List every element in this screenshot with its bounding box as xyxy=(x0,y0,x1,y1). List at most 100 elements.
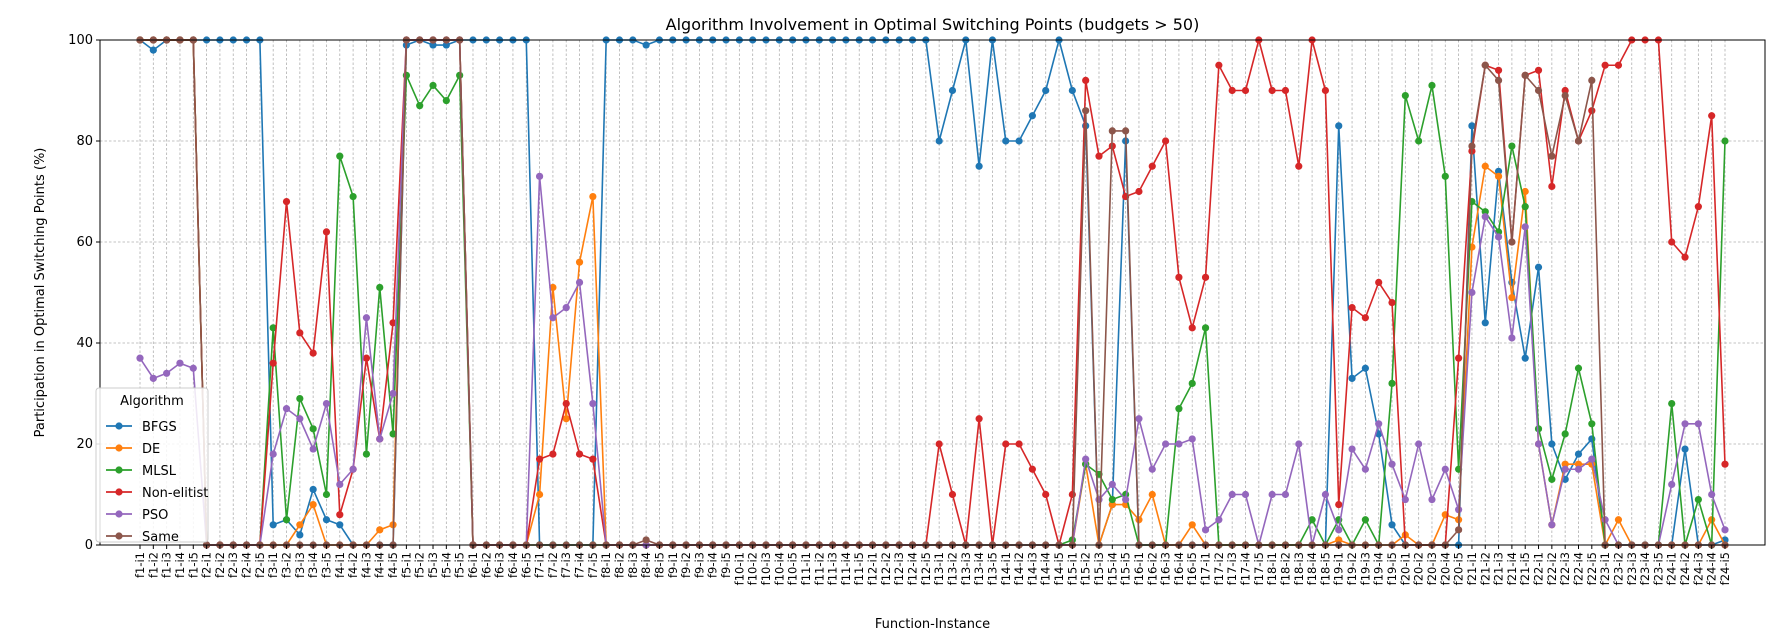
data-point-non-elitist xyxy=(1268,86,1276,95)
data-point-non-elitist xyxy=(1215,61,1223,69)
data-point-bfgs xyxy=(1042,86,1050,95)
data-point-de xyxy=(589,192,597,201)
y-tick-label: 100 xyxy=(68,33,93,48)
data-point-pso xyxy=(376,435,384,443)
data-point-pso xyxy=(1361,465,1369,473)
data-point-pso xyxy=(136,354,144,362)
data-point-de xyxy=(1335,536,1343,544)
x-tick-label: f8-i2 xyxy=(612,552,626,578)
y-tick-label: 60 xyxy=(76,235,93,250)
data-point-mlsl xyxy=(1188,379,1196,387)
x-tick-label: f7-i4 xyxy=(573,552,587,578)
x-tick-label: f19-i3 xyxy=(1358,552,1372,585)
x-tick-label: f11-i4 xyxy=(839,552,853,585)
data-point-pso xyxy=(1468,288,1476,297)
data-point-bfgs xyxy=(1481,319,1489,327)
data-point-mlsl xyxy=(322,490,331,499)
x-tick-label: f9-i3 xyxy=(692,552,706,578)
data-point-same xyxy=(1481,61,1489,69)
data-point-non-elitist xyxy=(1601,61,1609,69)
data-point-de xyxy=(1614,516,1623,524)
legend-marker-pso xyxy=(115,510,123,518)
data-point-bfgs xyxy=(1348,374,1356,382)
data-point-bfgs xyxy=(1335,122,1343,130)
data-point-pso xyxy=(1574,465,1583,473)
x-tick-label: f22-i4 xyxy=(1571,552,1585,585)
legend-marker-de xyxy=(115,444,123,452)
x-tick-label: f6-i4 xyxy=(506,552,520,578)
data-point-non-elitist xyxy=(1494,66,1503,74)
data-point-de xyxy=(535,490,544,499)
data-point-pso xyxy=(336,480,344,488)
data-point-bfgs xyxy=(322,516,331,524)
data-point-pso xyxy=(149,374,157,382)
plot-frame xyxy=(99,39,1766,546)
x-tick-label: f15-i4 xyxy=(1105,552,1119,585)
series-non-elitist xyxy=(136,36,1729,549)
series-de xyxy=(136,36,1729,549)
data-point-bfgs xyxy=(642,41,650,49)
x-axis-label: Function-Instance xyxy=(875,617,990,632)
x-tick-label: f12-i1 xyxy=(866,552,880,585)
x-tick-label: f2-i5 xyxy=(253,552,267,578)
x-tick-label: f1-i1 xyxy=(133,552,147,578)
x-tick-label: f16-i1 xyxy=(1132,552,1146,585)
data-point-mlsl xyxy=(349,192,357,201)
x-tick-label: f23-i3 xyxy=(1625,552,1639,585)
data-point-pso xyxy=(1681,420,1689,428)
x-tick-label: f24-i3 xyxy=(1691,552,1705,585)
data-point-non-elitist xyxy=(1668,238,1676,246)
legend-marker-same xyxy=(115,532,123,540)
data-point-pso xyxy=(1348,445,1356,453)
x-tick-label: f14-i3 xyxy=(1025,552,1039,585)
x-tick-label: f19-i5 xyxy=(1385,552,1399,585)
x-tick-label: f15-i3 xyxy=(1092,552,1106,585)
x-tick-label: f15-i2 xyxy=(1079,552,1093,585)
data-point-bfgs xyxy=(336,521,344,529)
data-point-de xyxy=(1494,172,1503,180)
data-point-pso xyxy=(589,400,597,408)
data-point-bfgs xyxy=(1028,112,1036,120)
x-tick-label: f3-i4 xyxy=(306,552,320,578)
data-point-mlsl xyxy=(269,324,277,332)
data-point-pso xyxy=(1241,490,1250,499)
data-point-non-elitist xyxy=(1681,253,1689,261)
data-point-pso xyxy=(322,400,331,408)
data-point-non-elitist xyxy=(1321,86,1330,95)
x-tick-label: f18-i1 xyxy=(1265,552,1279,585)
data-point-de xyxy=(376,526,384,534)
data-point-bfgs xyxy=(1468,122,1476,130)
data-point-pso xyxy=(309,445,317,453)
data-point-pso xyxy=(1095,495,1103,504)
x-tick-label: f20-i4 xyxy=(1438,552,1452,585)
x-tick-label: f9-i2 xyxy=(679,552,693,578)
x-tick-label: f18-i5 xyxy=(1318,552,1332,585)
data-point-pso xyxy=(1281,490,1290,499)
data-point-non-elitist xyxy=(1361,314,1369,322)
data-point-de xyxy=(1508,293,1516,302)
data-point-pso xyxy=(163,369,171,377)
x-tick-label: f3-i2 xyxy=(280,552,294,578)
x-tick-label: f5-i4 xyxy=(439,552,453,578)
x-tick-label: f18-i4 xyxy=(1305,552,1319,585)
x-tick-label: f9-i4 xyxy=(706,552,720,578)
data-point-de xyxy=(549,283,557,292)
x-tick-label: f5-i1 xyxy=(399,552,413,578)
data-point-mlsl xyxy=(296,394,304,403)
data-point-pso xyxy=(1548,521,1556,529)
data-point-mlsl xyxy=(1481,208,1489,216)
data-point-bfgs xyxy=(1002,137,1010,145)
data-point-same xyxy=(1108,127,1116,135)
data-point-mlsl xyxy=(1721,137,1729,145)
data-point-de xyxy=(1108,501,1116,509)
x-tick-label: f5-i2 xyxy=(413,552,427,578)
y-axis-label: Participation in Optimal Switching Point… xyxy=(33,148,48,438)
data-point-non-elitist xyxy=(1335,501,1343,509)
data-point-pso xyxy=(176,359,184,367)
x-tick-label: f14-i5 xyxy=(1052,552,1066,585)
data-point-non-elitist xyxy=(1614,61,1623,69)
x-tick-label: f21-i2 xyxy=(1478,552,1492,585)
x-tick-label: f18-i3 xyxy=(1292,552,1306,585)
data-point-non-elitist xyxy=(1201,273,1210,281)
x-tick-label: f7-i1 xyxy=(533,552,547,578)
